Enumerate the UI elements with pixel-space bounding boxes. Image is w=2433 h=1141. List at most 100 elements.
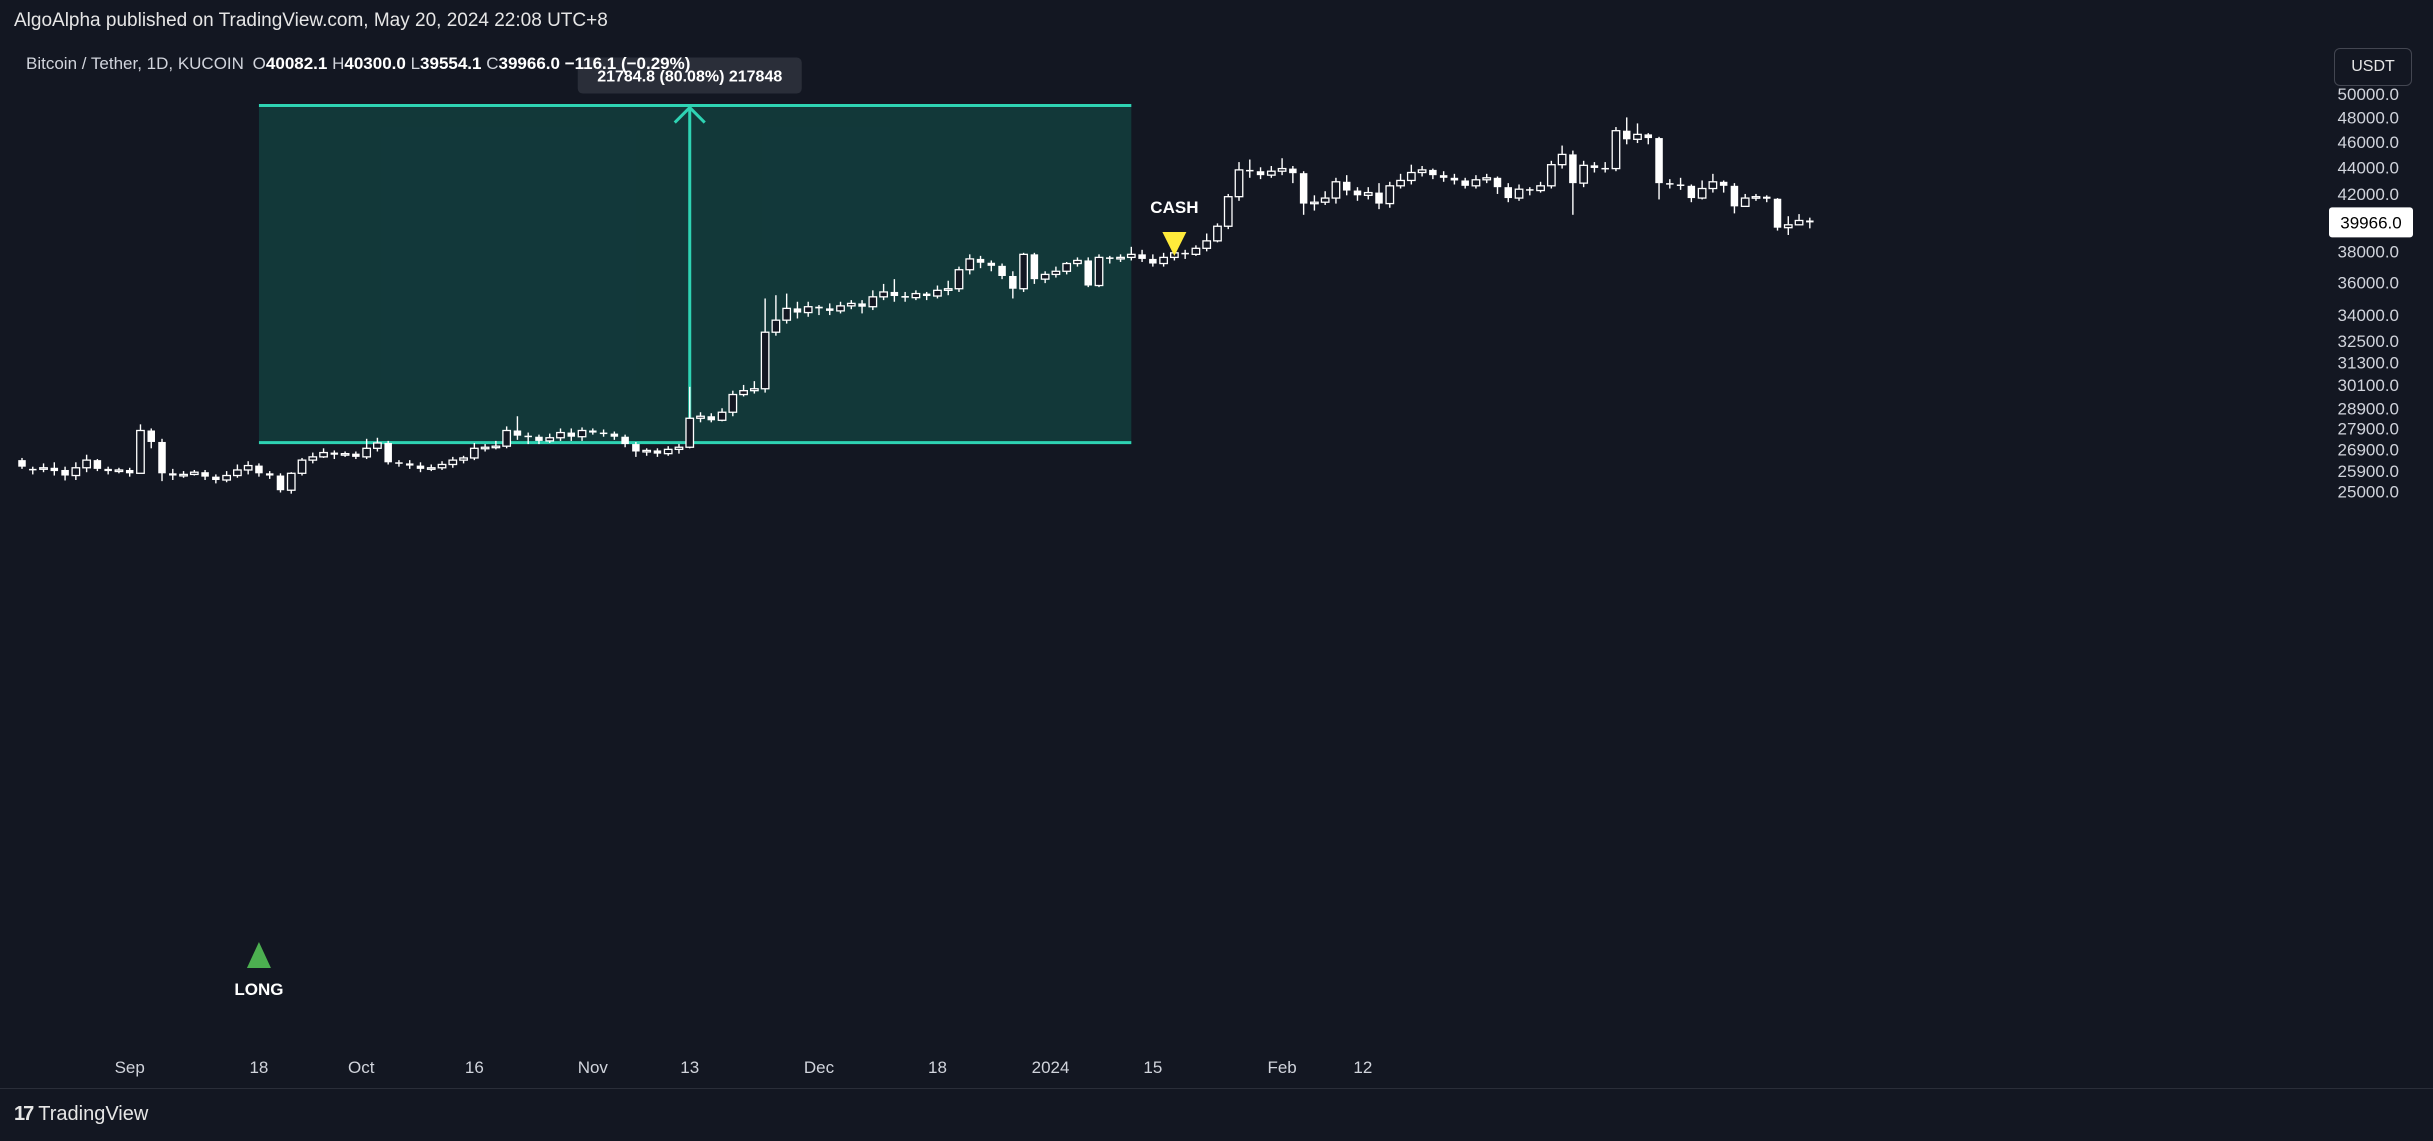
candle-body-up <box>1331 181 1341 199</box>
candle-body-down <box>352 453 360 457</box>
candle <box>1471 175 1481 189</box>
candle-body-up <box>1073 259 1082 265</box>
price-chart[interactable]: 21784.8 (80.08%) 217848 LONG CASH 50000.0… <box>0 0 2433 1088</box>
candle <box>1461 177 1469 189</box>
candle <box>1569 150 1577 215</box>
candle-body-up <box>965 258 975 271</box>
candle-body-down <box>1493 177 1502 188</box>
candle-body-down <box>18 460 26 467</box>
candle <box>169 468 177 481</box>
candle <box>965 254 975 275</box>
candle-body-up <box>1514 188 1524 199</box>
candle-body-up <box>1546 164 1556 187</box>
candle <box>232 464 242 478</box>
candle-body-down <box>858 303 866 307</box>
candle <box>513 416 522 440</box>
candle <box>1536 181 1545 193</box>
candle-body-down <box>1084 260 1092 286</box>
candle <box>18 457 26 469</box>
range-arrow-head <box>673 105 706 124</box>
open-prefix: O <box>252 54 266 73</box>
candle-body-up <box>340 452 350 456</box>
candle <box>567 428 576 441</box>
candle <box>846 300 856 310</box>
candle <box>674 444 684 454</box>
candle <box>1557 145 1567 169</box>
candle <box>114 467 124 474</box>
candle-body-down <box>1773 198 1782 228</box>
price-tick-label: 42000.0 <box>2338 185 2399 204</box>
candle-body-up <box>717 411 727 421</box>
candle <box>782 293 792 324</box>
candle <box>621 434 629 448</box>
candle-body-up <box>954 269 964 290</box>
candle-body-down <box>890 291 899 297</box>
candle <box>976 255 985 269</box>
candle <box>480 444 490 452</box>
tradingview-logo-icon: 17 <box>14 1103 34 1125</box>
candle-body-up <box>39 467 48 470</box>
candle <box>1106 255 1114 264</box>
candle <box>459 455 468 464</box>
candle <box>222 471 232 483</box>
candle <box>1773 198 1782 231</box>
candle <box>1375 183 1383 210</box>
candle <box>858 300 866 314</box>
candle <box>1084 257 1092 288</box>
candle-body-up <box>437 463 447 469</box>
high-prefix: H <box>332 54 345 73</box>
candle-body-up <box>1234 169 1244 198</box>
candle-body-down <box>169 473 177 476</box>
candle <box>1450 173 1459 185</box>
candle-body-up <box>868 296 878 308</box>
candle-body-up <box>469 447 479 459</box>
candle <box>1159 252 1169 267</box>
candle-body-down <box>265 473 274 476</box>
time-tick-label: Dec <box>804 1058 835 1077</box>
candle <box>212 474 220 484</box>
candle <box>50 462 59 476</box>
price-tick-label: 27900.0 <box>2338 419 2399 438</box>
candle <box>943 280 953 296</box>
tradingview-logo[interactable]: 17 TradingView <box>14 1103 148 1126</box>
candle-body-down <box>632 444 640 452</box>
candle-body-up <box>556 431 565 439</box>
candle <box>685 386 695 449</box>
candle <box>868 290 878 311</box>
long-signal-arrow-icon <box>246 942 271 968</box>
candle <box>352 451 360 460</box>
candle <box>717 408 727 422</box>
candle <box>1504 183 1513 203</box>
candle <box>265 471 274 479</box>
candle <box>1783 216 1793 235</box>
candle-body-down <box>1138 254 1146 259</box>
candle-body-down <box>1256 171 1265 176</box>
candle-body-down <box>998 265 1006 276</box>
candle-body-up <box>803 306 813 314</box>
candle <box>1030 252 1039 284</box>
candle <box>653 448 662 457</box>
candle <box>1482 173 1492 184</box>
cash-signal-label: CASH <box>1150 198 1198 217</box>
candle <box>1493 176 1502 194</box>
candle <box>491 440 501 450</box>
candle-body-down <box>1687 185 1696 199</box>
candle-body-up <box>1697 187 1707 199</box>
candle-body-up <box>1126 253 1136 259</box>
range-label-pill <box>577 57 802 94</box>
candle <box>330 450 339 460</box>
price-tick-label: 48000.0 <box>2338 108 2399 127</box>
candle <box>61 466 69 481</box>
high-value: 40300.0 <box>344 54 406 73</box>
time-tick-label: 2024 <box>1032 1058 1070 1077</box>
candle-body-up <box>1266 170 1276 176</box>
candle-body-down <box>147 430 155 442</box>
candle <box>998 263 1006 280</box>
price-tick-label: 28900.0 <box>2338 399 2399 418</box>
candle-body-down <box>987 262 996 266</box>
candle-body-down <box>61 469 69 476</box>
candle-body-up <box>71 467 81 477</box>
currency-button[interactable]: USDT <box>2334 48 2412 86</box>
candle-body-down <box>1666 183 1674 185</box>
candle-body-down <box>826 308 834 311</box>
